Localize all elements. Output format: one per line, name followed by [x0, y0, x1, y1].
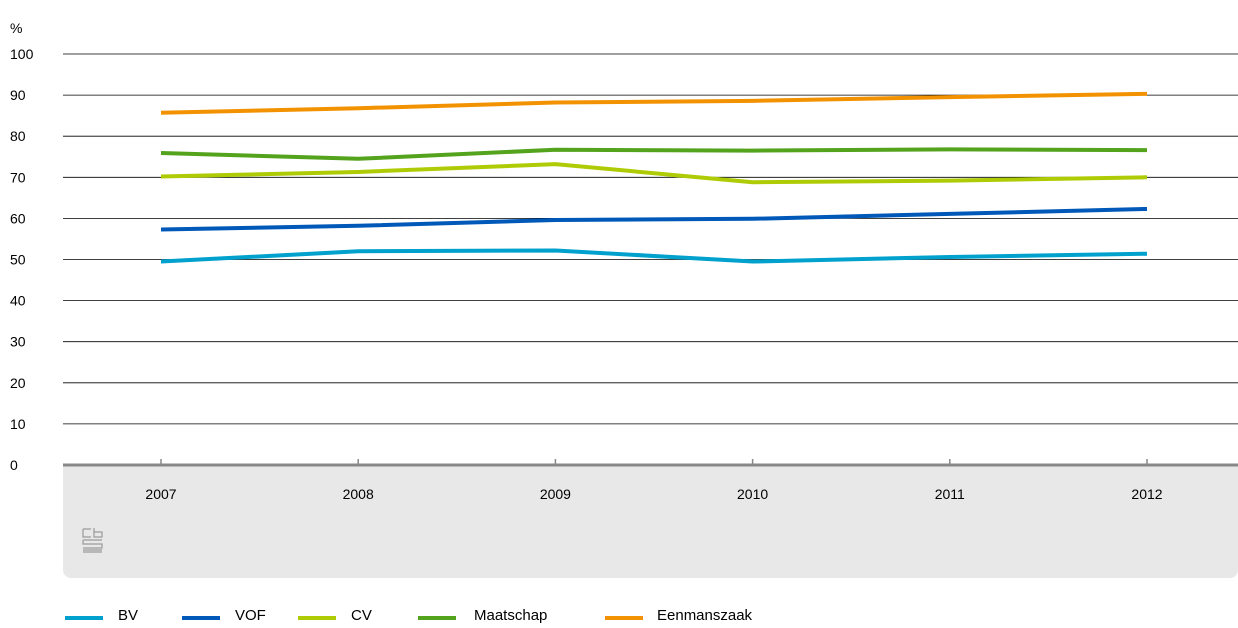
legend-swatch: [182, 616, 220, 620]
series-line-vof: [160, 206, 1148, 232]
legend-label: VOF: [235, 607, 266, 624]
y-tick-label: 80: [10, 128, 26, 144]
series-lines: [160, 91, 1148, 264]
series-line-bv: [160, 248, 1148, 264]
x-tick-label: 2008: [343, 486, 374, 502]
y-axis-ticks: 0 10 20 30 40 50 60 70 80 90 100: [10, 46, 34, 473]
y-tick-label: 0: [10, 457, 18, 473]
line-chart: % 0 10 20 30 40 50 60 70 80 90 100 2007 2008 2009 201…: [10, 20, 1238, 578]
x-axis-ticks: 2007 2008 2009 2010 2011 2012: [145, 459, 1163, 502]
cbs-logo: [82, 528, 103, 553]
x-tick-label: 2009: [540, 486, 571, 502]
series-line-eenmanszaak: [160, 91, 1148, 115]
y-tick-label: 90: [10, 87, 26, 103]
y-tick-label: 70: [10, 169, 26, 185]
y-tick-label: 30: [10, 334, 26, 350]
x-axis-band: [63, 465, 1238, 578]
y-tick-label: 40: [10, 293, 26, 309]
legend: BV VOF CV Maatschap Eenmanszaak: [0, 604, 1238, 628]
series-line-maatschap: [160, 147, 1148, 161]
y-tick-label: 100: [10, 46, 34, 62]
legend-swatch: [418, 616, 456, 620]
y-tick-label: 50: [10, 252, 26, 268]
x-tick-label: 2011: [935, 486, 965, 502]
y-unit-label: %: [10, 20, 22, 36]
legend-swatch: [65, 616, 103, 620]
x-axis-band-top: [63, 465, 1238, 475]
series-line-cv: [160, 162, 1148, 185]
x-tick-label: 2010: [737, 486, 768, 502]
legend-swatch: [298, 616, 336, 620]
legend-label: Eenmanszaak: [657, 607, 753, 624]
x-tick-label: 2007: [145, 486, 176, 502]
legend-label: Maatschap: [474, 607, 548, 624]
y-tick-label: 10: [10, 416, 26, 432]
x-tick-label: 2012: [1131, 486, 1162, 502]
legend-label: CV: [351, 607, 372, 624]
y-tick-label: 60: [10, 210, 26, 226]
y-tick-label: 20: [10, 375, 26, 391]
legend-label: BV: [118, 607, 139, 624]
legend-swatch: [605, 616, 643, 620]
